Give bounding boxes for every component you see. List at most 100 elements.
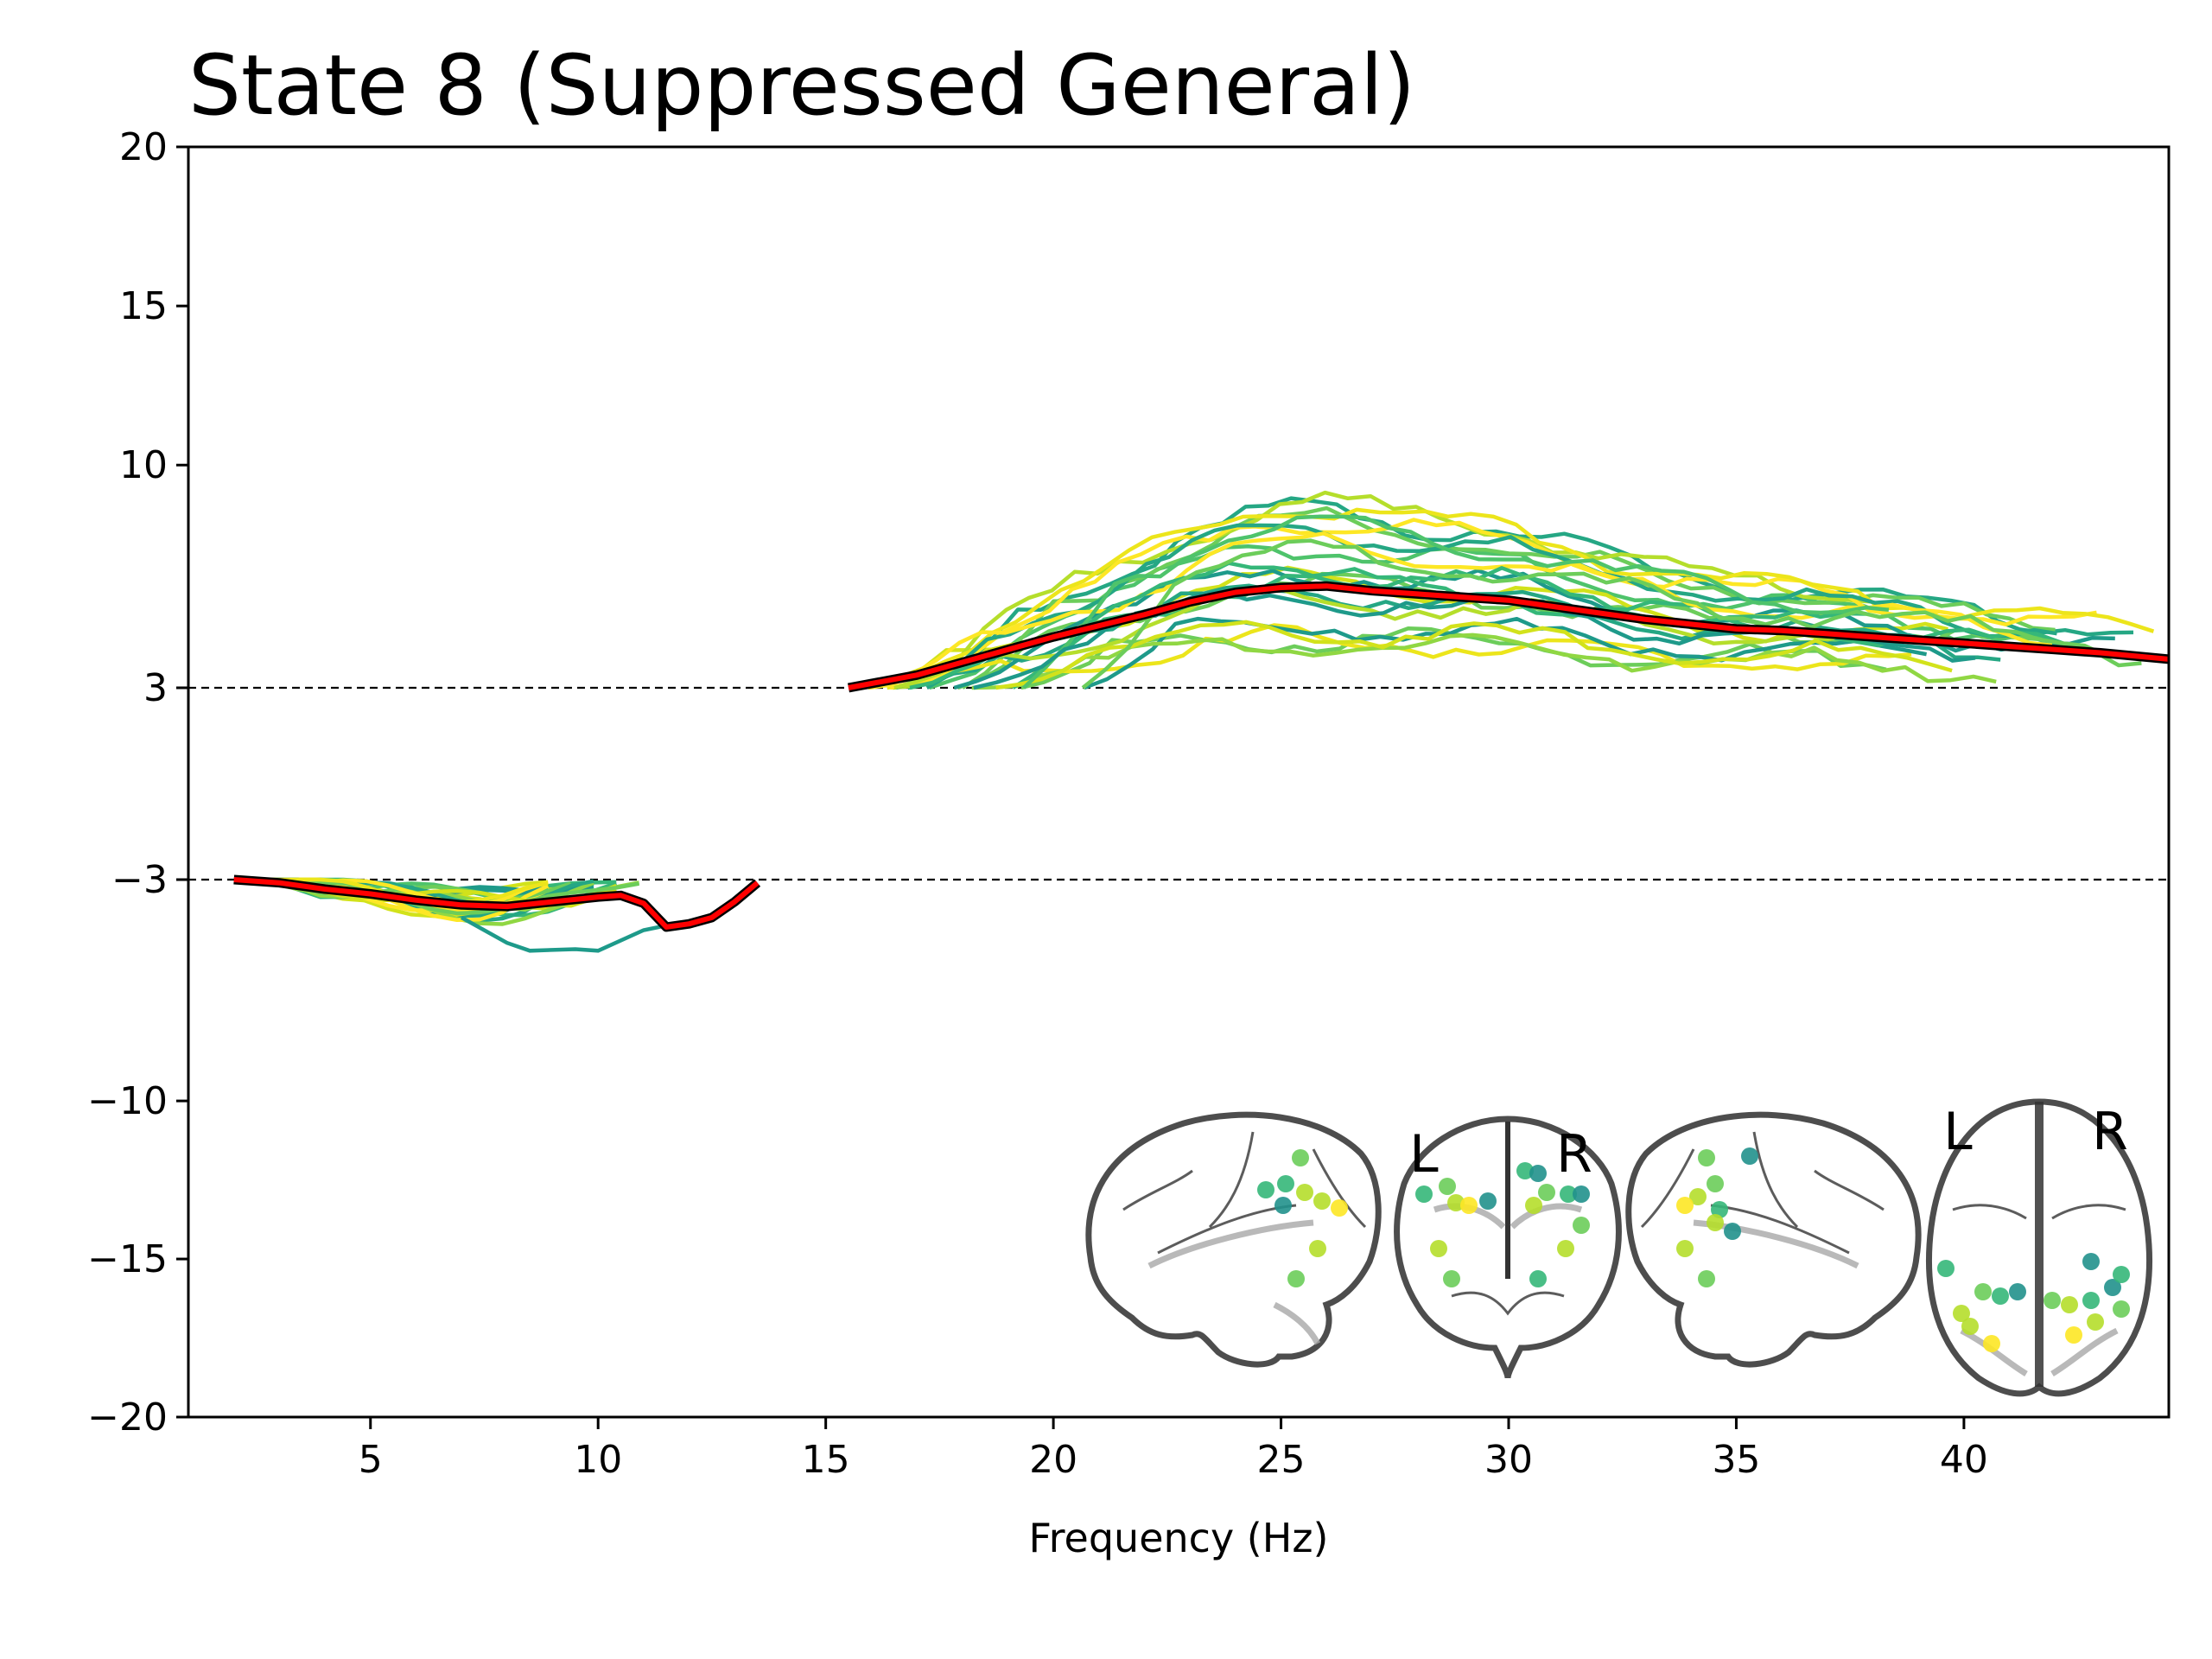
- brain-marker: [1292, 1149, 1309, 1166]
- x-tick-label: 10: [574, 1438, 622, 1482]
- brain-marker: [1277, 1175, 1294, 1192]
- brain-marker: [1707, 1214, 1724, 1231]
- brain-marker: [2113, 1266, 2130, 1283]
- brain-sulcus: [1451, 1291, 1565, 1316]
- x-tick-label: 25: [1257, 1438, 1306, 1482]
- brain-sulcus: [1273, 1301, 1321, 1345]
- y-tick-label: 20: [119, 125, 168, 169]
- brain-marker: [1296, 1184, 1313, 1201]
- y-tick-label: 10: [119, 443, 168, 487]
- y-tick-label: 3: [143, 666, 168, 710]
- brain-marker: [1439, 1178, 1456, 1195]
- coronal-left-label: L: [1409, 1124, 1439, 1185]
- brain-marker: [1953, 1305, 1970, 1322]
- brain-marker: [1529, 1270, 1547, 1287]
- y-axis: 20 15 10 3 −3 −10 −15 −20: [87, 125, 188, 1440]
- brain-marker: [1560, 1185, 1577, 1203]
- brain-marker: [2113, 1300, 2130, 1318]
- brain-marker: [1460, 1197, 1478, 1214]
- brain-outline: [1625, 1111, 1922, 1368]
- x-axis: 5 10 15 20 25 30 35 40: [359, 1417, 1988, 1482]
- x-tick-label: 40: [1940, 1438, 1988, 1482]
- brain-marker: [1529, 1165, 1547, 1182]
- brain-marker: [2082, 1253, 2100, 1270]
- brain-sulcus: [1814, 1169, 1885, 1211]
- brain-marker: [1525, 1197, 1542, 1214]
- brain-marker: [2087, 1313, 2104, 1331]
- y-tick-label: −15: [87, 1237, 168, 1281]
- brain-sulcus: [2051, 1204, 2126, 1220]
- brain-marker: [1287, 1270, 1305, 1287]
- parcel-series-line: [1084, 616, 1928, 690]
- y-tick-label: −20: [87, 1395, 168, 1440]
- mean-series-layer: [233, 581, 2169, 932]
- x-tick-label: 20: [1029, 1438, 1077, 1482]
- brain-marker: [1983, 1335, 2000, 1352]
- axial-left-label: L: [1943, 1102, 1973, 1162]
- brain-marker: [1676, 1197, 1694, 1214]
- brain-marker: [1961, 1318, 1979, 1335]
- brain-sulcus: [2050, 1327, 2119, 1377]
- brain-marker: [1557, 1240, 1574, 1257]
- parcel-series-line: [892, 490, 1872, 690]
- plot-frame: [187, 145, 2171, 1419]
- brain-marker: [1443, 1270, 1460, 1287]
- threshold-lines: [188, 686, 2169, 881]
- brain-right-lateral: [1625, 1111, 1922, 1368]
- brain-marker: [1689, 1188, 1707, 1205]
- brain-marker: [2065, 1326, 2082, 1344]
- brain-marker: [1415, 1185, 1433, 1203]
- brain-marker: [1698, 1270, 1715, 1287]
- brain-marker: [1992, 1287, 2009, 1305]
- y-tick-label: 15: [119, 284, 168, 328]
- brain-marker: [1516, 1162, 1534, 1179]
- parcel-series-line: [251, 877, 639, 916]
- brain-marker: [1331, 1199, 1348, 1217]
- parcel-series-line: [1022, 514, 1890, 690]
- x-tick-label: 30: [1484, 1438, 1533, 1482]
- brain-sulcus: [1122, 1169, 1193, 1211]
- parcel-series-line: [461, 915, 667, 953]
- brain-marker: [1430, 1240, 1447, 1257]
- brain-marker: [1741, 1147, 1758, 1165]
- brain-marker: [1573, 1185, 1590, 1203]
- parcel-series-line: [1081, 538, 2108, 690]
- x-tick-label: 5: [359, 1438, 383, 1482]
- brain-marker: [1937, 1260, 1955, 1277]
- mean-series-line: [848, 583, 2169, 690]
- brain-marker: [1724, 1223, 1741, 1240]
- brain-marker: [1309, 1240, 1326, 1257]
- brain-marker: [2104, 1279, 2121, 1296]
- brain-sulcus: [1752, 1131, 1799, 1229]
- y-tick-label: −10: [87, 1079, 168, 1123]
- x-axis-label: Frequency (Hz): [1029, 1515, 1329, 1561]
- brain-sulcus: [1952, 1204, 2027, 1220]
- brain-marker: [1274, 1197, 1292, 1214]
- mean-series-line: [233, 877, 760, 930]
- brain-marker: [1573, 1217, 1590, 1234]
- x-tick-label: 15: [802, 1438, 850, 1482]
- brain-marker: [2082, 1292, 2100, 1309]
- brain-sulcus: [1147, 1219, 1314, 1269]
- brain-marker: [1538, 1184, 1555, 1201]
- brain-sulcus: [1208, 1131, 1255, 1229]
- brain-marker: [1707, 1175, 1724, 1192]
- brain-marker: [1447, 1194, 1465, 1211]
- brain-marker: [1974, 1283, 1992, 1300]
- brain-marker: [2061, 1296, 2078, 1313]
- parcel-series-line: [895, 523, 2057, 690]
- brain-left-lateral: [1085, 1111, 1382, 1368]
- brain-marker: [1676, 1240, 1694, 1257]
- brain-marker: [1698, 1149, 1715, 1166]
- y-tick-label: −3: [111, 858, 168, 902]
- brain-marker: [2009, 1283, 2026, 1300]
- brain-marker: [1479, 1192, 1497, 1210]
- brain-marker: [2044, 1292, 2061, 1309]
- chart-title: State 8 (Suppressed General): [188, 37, 1415, 134]
- parcel-series-line: [971, 632, 1997, 690]
- brain-marker: [1257, 1181, 1274, 1198]
